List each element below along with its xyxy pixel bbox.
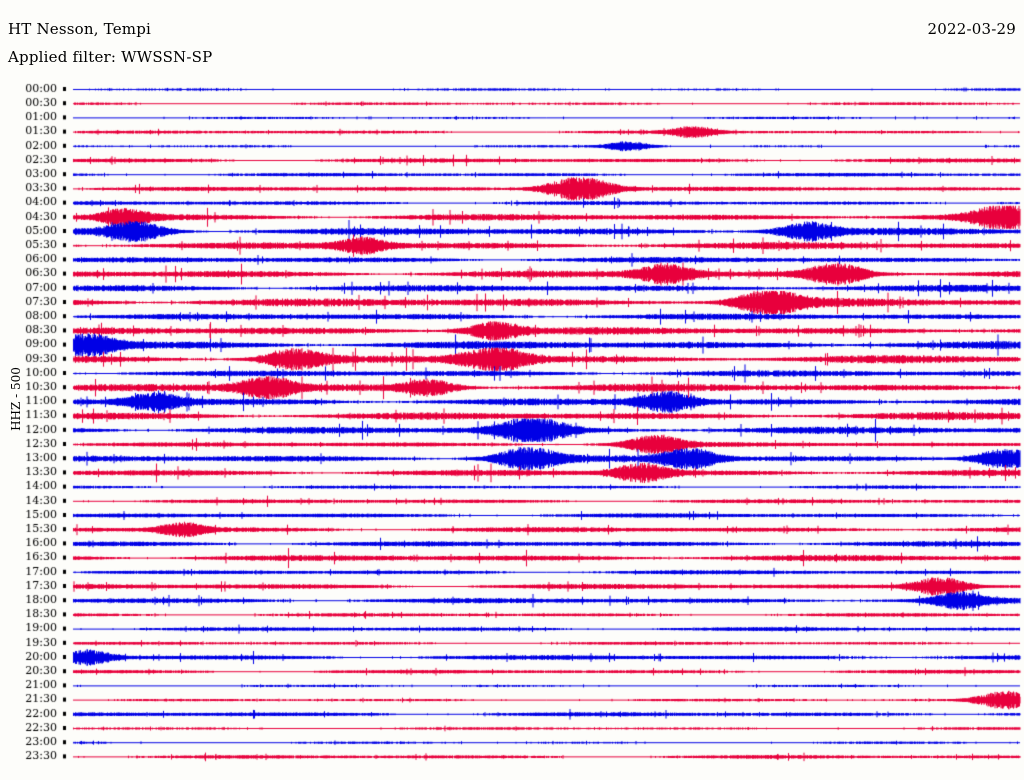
applied-filter-label: Applied filter: WWSSN-SP (8, 48, 213, 66)
page-title: HT Nesson, Tempi (8, 20, 152, 38)
date-label: 2022-03-29 (927, 20, 1016, 38)
y-axis-label: HHZ - 500 (9, 367, 23, 431)
